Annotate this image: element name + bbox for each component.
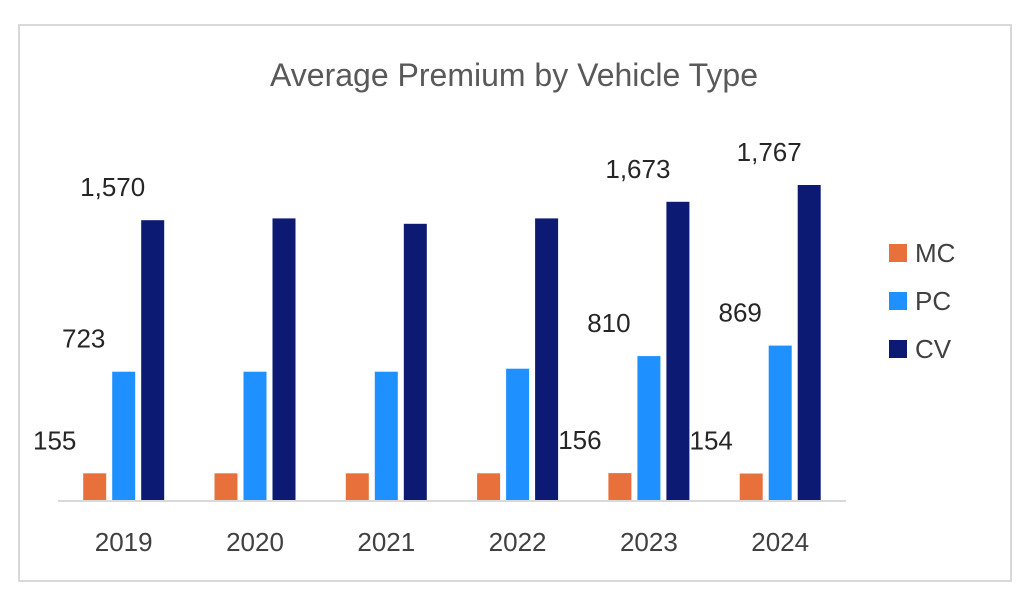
bar-pc-2023 (637, 356, 661, 501)
data-label-cv-2019: 1,570 (80, 172, 145, 202)
x-tick-label-2022: 2022 (489, 527, 547, 557)
x-tick-labels: 2019 2020 2021 2022 2023 2024 (95, 527, 809, 557)
legend: MC PC CV (889, 238, 955, 364)
data-label-mc-2019: 155 (33, 425, 76, 455)
bars-group (83, 185, 821, 502)
bar-mc-2019 (83, 473, 107, 501)
bar-pc-2024 (768, 345, 792, 501)
bar-mc-2020 (214, 473, 238, 501)
legend-swatch-cv (889, 340, 907, 358)
bar-cv-2019 (141, 220, 165, 501)
legend-swatch-mc (889, 244, 907, 262)
bar-mc-2021 (345, 473, 369, 501)
data-label-pc-2019: 723 (62, 324, 105, 354)
bar-pc-2022 (506, 368, 530, 501)
bar-cv-2022 (535, 218, 559, 501)
bar-cv-2021 (403, 223, 427, 502)
legend-label-pc: PC (915, 286, 951, 316)
data-label-pc-2024: 869 (719, 298, 762, 328)
data-label-cv-2023: 1,673 (605, 154, 670, 184)
data-labels: 155 723 1,570 156 810 1,673 154 869 1,767 (33, 137, 802, 456)
data-label-pc-2023: 810 (587, 308, 630, 338)
x-tick-label-2021: 2021 (357, 527, 415, 557)
x-tick-label-2024: 2024 (751, 527, 809, 557)
chart-title: Average Premium by Vehicle Type (270, 57, 758, 93)
bar-cv-2023 (666, 201, 690, 502)
x-tick-label-2023: 2023 (620, 527, 678, 557)
bar-mc-2022 (477, 473, 501, 501)
bar-mc-2024 (739, 473, 763, 501)
legend-label-mc: MC (915, 238, 955, 268)
data-label-cv-2024: 1,767 (737, 137, 802, 167)
x-tick-label-2019: 2019 (95, 527, 153, 557)
bar-mc-2023 (608, 473, 632, 501)
data-label-mc-2024: 154 (690, 426, 733, 456)
bar-cv-2024 (797, 185, 821, 501)
bar-pc-2021 (374, 371, 398, 501)
bar-pc-2019 (112, 371, 136, 501)
x-tick-label-2020: 2020 (226, 527, 284, 557)
bar-pc-2020 (243, 371, 267, 501)
legend-swatch-pc (889, 292, 907, 310)
data-label-mc-2023: 156 (558, 425, 601, 455)
legend-label-cv: CV (915, 334, 952, 364)
bar-cv-2020 (272, 218, 296, 501)
